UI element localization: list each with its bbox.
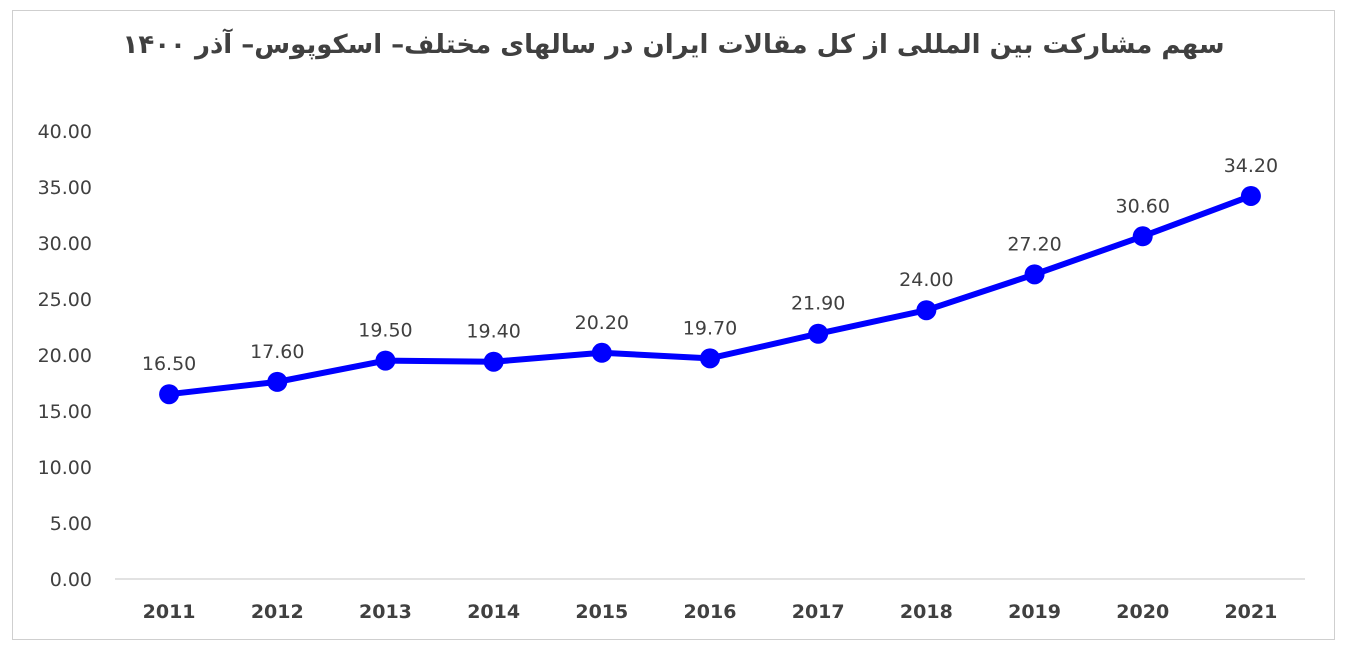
y-tick-label: 0.00 [50, 569, 92, 591]
data-point [483, 351, 504, 372]
data-point [1024, 264, 1045, 285]
data-point [267, 371, 288, 392]
x-tick-label: 2021 [1224, 601, 1277, 623]
x-tick-label: 2014 [467, 601, 520, 623]
data-label: 16.50 [142, 353, 196, 375]
x-tick-label: 2013 [359, 601, 412, 623]
data-label: 24.00 [899, 269, 953, 291]
chart-title: سهم مشارکت بین المللی از کل مقالات ایران… [122, 30, 1225, 60]
x-tick-label: 2015 [575, 601, 628, 623]
x-tick-label: 2011 [143, 601, 196, 623]
y-tick-label: 40.00 [38, 121, 92, 143]
y-tick-label: 20.00 [38, 345, 92, 367]
x-tick-label: 2016 [684, 601, 737, 623]
y-tick-label: 10.00 [38, 457, 92, 479]
data-label: 19.70 [683, 317, 737, 339]
chart-frame [12, 10, 1335, 640]
y-tick-label: 15.00 [38, 401, 92, 423]
x-tick-label: 2017 [792, 601, 845, 623]
data-label: 27.20 [1007, 233, 1061, 255]
data-label: 21.90 [791, 293, 845, 315]
data-label: 19.40 [466, 321, 520, 343]
y-tick-label: 5.00 [50, 513, 92, 535]
data-point [700, 348, 720, 369]
x-tick-label: 2020 [1116, 601, 1169, 623]
data-point [1132, 226, 1153, 247]
data-points [159, 185, 1261, 405]
x-tick-label: 2012 [251, 601, 304, 623]
data-label: 34.20 [1224, 155, 1278, 177]
y-tick-label: 25.00 [38, 289, 92, 311]
data-label: 19.50 [358, 320, 412, 342]
x-axis-ticks: 2011 2012 2013 2014 2015 2016 2017 2018 2019 2020… [143, 601, 1278, 623]
data-label: 17.60 [250, 341, 304, 363]
data-point [1240, 185, 1261, 206]
data-labels: 16.50 17.60 19.50 19.40 20.20 19.70 21.90 24.00… [142, 155, 1278, 375]
x-tick-label: 2019 [1008, 601, 1061, 623]
data-point [159, 384, 180, 405]
data-label: 30.60 [1116, 195, 1170, 217]
data-point [591, 342, 612, 363]
y-tick-label: 35.00 [38, 177, 92, 199]
data-label: 20.20 [575, 312, 629, 334]
data-point [916, 300, 937, 321]
data-point [375, 350, 396, 371]
y-axis-ticks: 0.00 5.00 10.00 15.00 20.00 25.00 30.00 35.00 40… [38, 121, 92, 591]
data-point [808, 323, 829, 344]
x-tick-label: 2018 [900, 601, 953, 623]
y-tick-label: 30.00 [38, 233, 92, 255]
